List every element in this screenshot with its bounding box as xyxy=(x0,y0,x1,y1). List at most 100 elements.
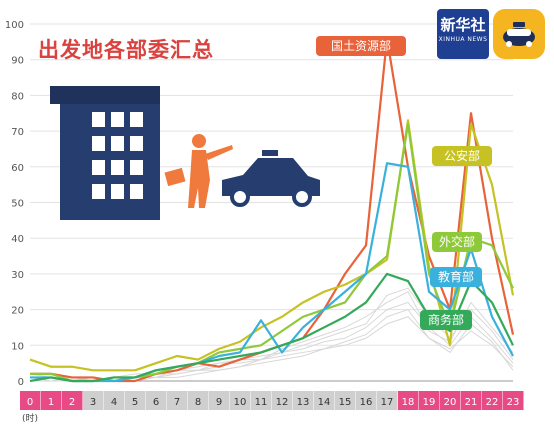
building-icon xyxy=(60,100,160,220)
x-band-cell xyxy=(440,391,461,410)
x-tick-label: 21 xyxy=(465,397,478,408)
x-tick-label: 20 xyxy=(444,397,457,408)
x-tick-label: 7 xyxy=(174,397,180,408)
person-arm xyxy=(205,145,233,160)
x-tick-label: 23 xyxy=(507,397,520,408)
y-tick-label: 100 xyxy=(5,20,24,31)
x-tick-label: 4 xyxy=(111,397,117,408)
x-tick-label: 22 xyxy=(486,397,499,408)
series-label-text: 公安部 xyxy=(444,148,480,163)
x-band-cell xyxy=(398,391,419,410)
x-band-cell xyxy=(104,391,125,410)
series-label: 公安部 xyxy=(432,146,492,166)
x-band-cell xyxy=(125,391,146,410)
x-tick-label: 6 xyxy=(153,397,159,408)
illustration xyxy=(50,86,320,220)
series-label-text: 教育部 xyxy=(438,269,474,284)
x-band-cell xyxy=(20,391,41,410)
building-roof xyxy=(50,86,160,104)
x-tick-label: 16 xyxy=(360,397,373,408)
series-label-text: 商务部 xyxy=(428,312,464,327)
chart-title: 出发地各部委汇总 xyxy=(38,38,214,62)
x-band-cell xyxy=(482,391,503,410)
x-band-cell xyxy=(335,391,356,410)
x-band-cell xyxy=(83,391,104,410)
person-head xyxy=(192,134,206,148)
series-label-box xyxy=(432,232,482,252)
x-band-cell xyxy=(41,391,62,410)
building-window xyxy=(130,112,143,127)
y-tick-label: 30 xyxy=(11,270,24,281)
x-band-cell xyxy=(377,391,398,410)
y-tick-label: 60 xyxy=(11,163,24,174)
y-tick-label: 10 xyxy=(11,341,24,352)
building-window xyxy=(130,184,143,199)
y-tick-label: 20 xyxy=(11,306,24,317)
series-label: 教育部 xyxy=(430,267,482,287)
x-tick-label: 9 xyxy=(216,397,222,408)
x-band-cell xyxy=(209,391,230,410)
building-window xyxy=(130,136,143,151)
building-window xyxy=(92,136,105,151)
building-window xyxy=(111,160,124,175)
x-band-cell xyxy=(314,391,335,410)
taxi-wheel xyxy=(230,187,250,207)
person-body xyxy=(188,150,210,208)
x-tick-label: 10 xyxy=(234,397,247,408)
x-tick-label: 11 xyxy=(255,397,268,408)
taxi-wheel xyxy=(292,187,312,207)
x-band-cell xyxy=(419,391,440,410)
x-tick-label: 5 xyxy=(132,397,138,408)
x-band-cell xyxy=(503,391,524,410)
x-band-cell xyxy=(251,391,272,410)
x-tick-label: 0 xyxy=(27,397,33,408)
y-tick-label: 50 xyxy=(11,199,24,210)
y-tick-label: 0 xyxy=(18,377,24,388)
xinhua-logo: 新华社 XINHUA NEWS xyxy=(437,9,489,59)
taxi-icon xyxy=(222,158,320,196)
x-tick-label: 3 xyxy=(90,397,96,408)
building-window xyxy=(111,136,124,151)
series-label-box xyxy=(420,310,472,330)
series-label: 外交部 xyxy=(432,232,482,252)
taxi-car-icon xyxy=(503,22,535,47)
x-band-cell xyxy=(356,391,377,410)
x-tick-label: 14 xyxy=(318,397,331,408)
series-label-box xyxy=(430,267,482,287)
x-tick-label: 12 xyxy=(276,397,289,408)
y-tick-label: 40 xyxy=(11,234,24,245)
series-label-box xyxy=(432,146,492,166)
taxi-sign xyxy=(262,150,278,156)
building-window xyxy=(111,184,124,199)
y-tick-label: 80 xyxy=(11,91,24,102)
x-tick-label: 15 xyxy=(339,397,352,408)
xinhua-logo-subtext: XINHUA NEWS xyxy=(438,36,488,43)
x-band-cell xyxy=(230,391,251,410)
x-band-cell xyxy=(62,391,83,410)
series-line xyxy=(30,162,514,383)
building-window xyxy=(92,112,105,127)
taxi-app-icon xyxy=(493,9,545,59)
y-tick-label: 70 xyxy=(11,127,24,138)
x-band-cell xyxy=(293,391,314,410)
x-band-cell xyxy=(167,391,188,410)
x-band-cell xyxy=(188,391,209,410)
x-band-cell xyxy=(146,391,167,410)
x-tick-label: 13 xyxy=(297,397,310,408)
x-band-cell xyxy=(461,391,482,410)
series-label-text: 外交部 xyxy=(439,234,475,249)
series-label: 商务部 xyxy=(420,310,472,330)
series-label: 国土资源部 xyxy=(316,36,406,56)
building-window xyxy=(130,160,143,175)
x-tick-label: 19 xyxy=(423,397,436,408)
building-window xyxy=(92,184,105,199)
x-tick-label: 18 xyxy=(402,397,415,408)
series-label-box xyxy=(316,36,406,56)
xinhua-logo-text: 新华社 xyxy=(440,16,486,34)
x-tick-label: 8 xyxy=(195,397,201,408)
building-window xyxy=(111,112,124,127)
x-tick-label: 17 xyxy=(381,397,394,408)
y-tick-label: 90 xyxy=(11,56,24,67)
